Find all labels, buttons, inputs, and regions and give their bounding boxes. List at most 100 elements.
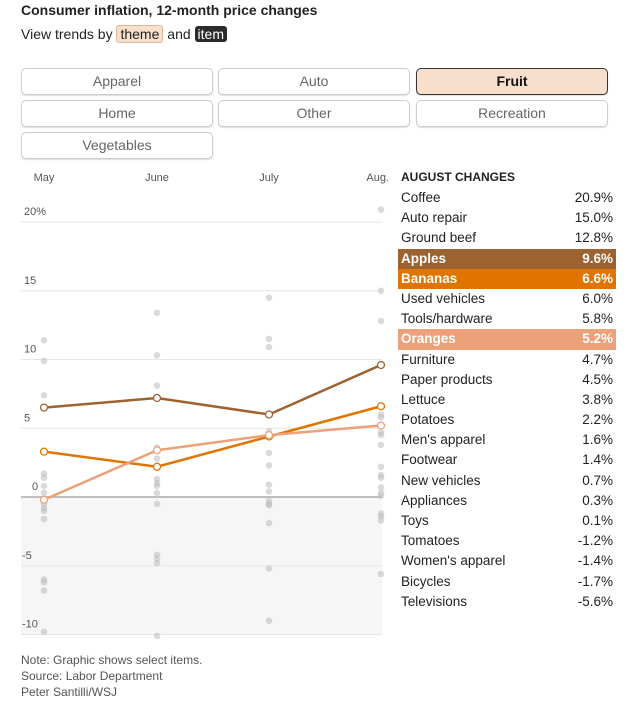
background-point: [377, 517, 385, 524]
series-line-oranges: [43, 424, 382, 501]
item-name: Oranges: [401, 331, 456, 347]
background-point: [40, 628, 48, 636]
item-name: Coffee: [401, 190, 441, 205]
point-oranges: [264, 430, 274, 440]
background-point: [265, 519, 273, 527]
y-tick-label: 10: [24, 344, 36, 356]
background-point: [153, 382, 161, 389]
theme-button-vegetables[interactable]: Vegetables: [21, 132, 213, 159]
item-name: Lettuce: [401, 391, 446, 407]
background-point: [40, 489, 48, 497]
theme-button-other[interactable]: Other: [218, 100, 410, 127]
table-row: Paper products 4.5%: [398, 370, 616, 390]
item-value: -1.2%: [577, 533, 613, 549]
item-value: 15.0%: [574, 210, 613, 226]
theme-button-apparel[interactable]: Apparel: [21, 68, 213, 95]
item-name: Auto repair: [401, 210, 468, 226]
table-header: AUGUST CHANGES: [401, 170, 516, 184]
table-row: Lettuce 3.8%: [398, 390, 616, 410]
item-value: 6.6%: [582, 270, 613, 286]
background-point: [265, 617, 273, 625]
background-point: [377, 441, 385, 449]
item-value: 6.0%: [582, 290, 613, 306]
table-row: Furniture 4.7%: [398, 350, 616, 370]
table-row: Men's apparel 1.6%: [398, 430, 616, 450]
table-row: Women's apparel -1.4%: [398, 551, 616, 571]
credit: Peter Santilli/WSJ: [21, 685, 118, 699]
theme-button-recreation[interactable]: Recreation: [416, 100, 608, 127]
background-point: [377, 431, 385, 439]
background-point: [377, 570, 385, 578]
item-value: 4.7%: [582, 351, 613, 367]
table-row: Tomatoes -1.2%: [398, 531, 616, 551]
theme-button-fruit[interactable]: Fruit: [416, 68, 608, 95]
point-apples: [376, 360, 386, 370]
background-point: [40, 507, 48, 515]
item-value: 1.6%: [582, 432, 613, 448]
table-row: Apples 9.6%: [398, 248, 616, 269]
background-point: [265, 449, 273, 457]
footnotes: Note: Graphic shows select items. Source…: [21, 652, 202, 700]
item-name: Bananas: [401, 270, 458, 286]
item-value: 5.2%: [582, 331, 613, 347]
table-row: Used vehicles 6.0%: [398, 289, 616, 309]
table-row: Footwear 1.4%: [398, 450, 616, 470]
item-name: Tomatoes: [401, 533, 460, 549]
background-point: [265, 501, 273, 509]
point-apples: [39, 403, 49, 412]
background-point: [377, 492, 385, 499]
table-row: Appliances 0.3%: [398, 491, 616, 511]
background-point: [265, 481, 273, 488]
point-bananas: [376, 402, 386, 411]
background-point: [40, 336, 48, 344]
table-row: Tools/hardware 5.8%: [398, 309, 616, 329]
subtitle-and: and: [167, 26, 191, 42]
x-tick-label: July: [259, 172, 279, 184]
background-point: [265, 294, 273, 301]
item-tag: item: [194, 26, 227, 42]
background-point: [40, 391, 48, 399]
item-value: -1.7%: [577, 573, 613, 589]
background-point: [377, 317, 385, 325]
table-row: Oranges 5.2%: [398, 329, 616, 350]
background-point: [153, 482, 161, 490]
y-tick-label: 0: [32, 481, 38, 493]
item-value: 4.5%: [582, 371, 613, 387]
item-name: Televisions: [401, 593, 468, 609]
background-point: [153, 559, 161, 567]
background-point: [377, 206, 385, 213]
item-name: Appliances: [401, 492, 468, 508]
chart-title: Consumer inflation, 12-month price chang…: [21, 2, 318, 18]
point-apples: [264, 410, 274, 419]
theme-tag: theme: [116, 25, 164, 43]
item-name: Potatoes: [401, 412, 455, 428]
item-value: 5.8%: [582, 311, 613, 327]
theme-button-home[interactable]: Home: [21, 100, 213, 127]
background-point: [40, 578, 48, 586]
item-name: Men's apparel: [401, 432, 486, 448]
source: Source: Labor Department: [21, 669, 163, 683]
table-row: Auto repair 15.0%: [398, 208, 616, 228]
item-name: Furniture: [401, 351, 456, 367]
x-tick-label: June: [145, 172, 169, 184]
table-row: New vehicles 0.7%: [398, 471, 616, 491]
background-point: [40, 515, 48, 523]
background-point: [377, 287, 385, 295]
background-point: [153, 632, 161, 640]
table-row: Bananas 6.6%: [398, 268, 616, 289]
background-point: [265, 488, 273, 495]
item-name: Used vehicles: [401, 290, 486, 306]
point-oranges: [39, 495, 49, 504]
table-row: Coffee 20.9%: [398, 188, 616, 208]
item-name: Footwear: [401, 452, 458, 468]
point-bananas: [152, 462, 162, 471]
point-oranges: [152, 446, 162, 455]
theme-button-auto[interactable]: Auto: [218, 68, 410, 95]
subtitle: View trends by theme and item: [21, 25, 227, 43]
point-oranges: [376, 421, 386, 430]
item-value: 1.4%: [582, 452, 613, 468]
item-name: Paper products: [401, 371, 493, 387]
item-value: 9.6%: [582, 250, 613, 266]
background-point: [265, 462, 273, 469]
y-tick-label: -10: [22, 619, 38, 631]
